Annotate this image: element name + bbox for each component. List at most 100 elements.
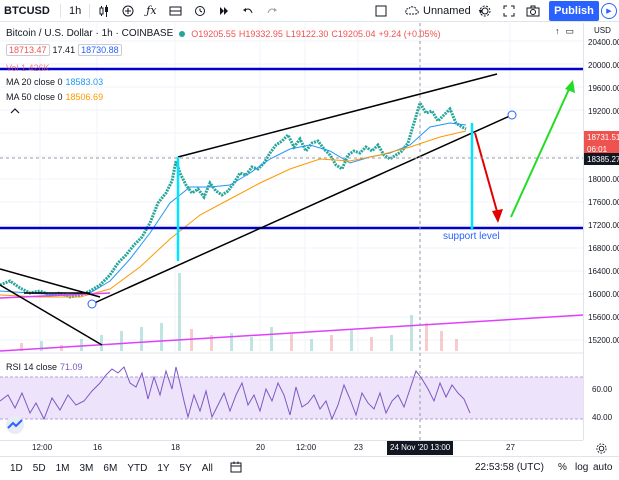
range-5d[interactable]: 5D <box>32 463 46 474</box>
crosshair-time-tag: 24 Nov '20 13:00 <box>387 441 454 455</box>
status-dot-icon <box>179 30 186 37</box>
range-6m[interactable]: 6M <box>103 463 118 474</box>
time-tick: 12:00 <box>32 443 53 452</box>
play-icon[interactable]: ▶ <box>601 3 617 19</box>
top-toolbar: BTCUSD 1h ƒx <box>0 0 619 22</box>
time-tick: 20 <box>256 443 265 452</box>
bearish-arrow-head <box>492 209 503 223</box>
pane-controls: ↑ ▭ <box>555 26 574 37</box>
symbol-search[interactable]: BTCUSD <box>4 4 50 17</box>
price-axis[interactable]: USD 20400.00 20000.00 19600.00 19200.00 … <box>583 23 619 454</box>
volume-bars <box>20 273 458 351</box>
range-1y[interactable]: 1Y <box>157 463 170 474</box>
rsi-legend[interactable]: RSI 14 close 71.09 <box>6 362 83 372</box>
time-tick: 27 <box>506 443 515 452</box>
instrument-title: Bitcoin / U.S. Dollar · 1h · COINBASE <box>6 28 174 39</box>
auto-toggle[interactable]: auto <box>593 462 613 473</box>
price-tick: 15600.00 <box>588 313 619 322</box>
range-3m[interactable]: 3M <box>79 463 94 474</box>
go-to-date-icon[interactable] <box>230 461 242 476</box>
range-all[interactable]: All <box>201 463 213 474</box>
last-price-tag: 18731.51 <box>584 131 619 143</box>
indicators-icon[interactable]: ƒx <box>146 4 157 17</box>
support-level-label: support level <box>443 231 500 242</box>
range-ytd[interactable]: YTD <box>127 463 148 474</box>
price-tick: 16800.00 <box>588 244 619 253</box>
rsi-line <box>0 366 471 421</box>
time-tick: 18 <box>171 443 180 452</box>
bullish-arrow <box>510 86 571 218</box>
price-tick: 18000.00 <box>588 175 619 184</box>
chevron-down-icon[interactable]: ▾ <box>478 6 483 16</box>
toolbar-divider <box>89 3 91 18</box>
price-tick: 17200.00 <box>588 221 619 230</box>
magenta-channel-line <box>0 292 111 299</box>
time-tick: 16 <box>93 443 102 452</box>
rsi-band <box>0 377 583 419</box>
bid-ask-row: 18713.47 17.41 18730.88 <box>6 44 122 56</box>
price-tick: 16400.00 <box>588 267 619 276</box>
interval-button[interactable]: 1h <box>69 4 82 17</box>
percent-toggle[interactable]: % <box>558 462 567 473</box>
ask-button[interactable]: 18730.88 <box>78 44 122 56</box>
time-axis[interactable]: 12:00 16 18 20 12:00 23 27 24 Nov '20 13… <box>0 440 583 455</box>
wedge-upper-line <box>177 73 498 158</box>
price-chart[interactable] <box>0 23 583 440</box>
chart-type-icon[interactable] <box>92 0 116 22</box>
range-5y[interactable]: 5Y <box>179 463 192 474</box>
crosshair-price-tag: 18385.27 <box>584 153 619 165</box>
layout-name[interactable]: Unnamed ▾ <box>375 0 483 22</box>
fullscreen-expand-icon[interactable] <box>503 5 515 20</box>
replay-icon[interactable] <box>212 0 236 22</box>
price-tick: 15200.00 <box>588 336 619 345</box>
open-value: O19205.55 <box>191 28 236 39</box>
triangle-lower-line <box>0 284 103 346</box>
collapse-legend-icon[interactable] <box>10 107 20 117</box>
tradingview-logo-icon <box>6 416 24 434</box>
rsi-value: 71.09 <box>60 362 83 372</box>
close-value: C19205.04 <box>331 28 376 39</box>
camera-icon[interactable] <box>526 5 540 20</box>
publish-button[interactable]: Publish <box>549 1 599 21</box>
price-tick: 19200.00 <box>588 107 619 116</box>
price-tick: 17600.00 <box>588 198 619 207</box>
ma50-legend[interactable]: MA 50 close 0 18506.69 <box>6 92 103 102</box>
candles <box>0 99 467 299</box>
alert-icon[interactable] <box>188 0 212 22</box>
settings-icon[interactable] <box>479 5 491 20</box>
wedge-handle <box>507 110 517 120</box>
range-1d[interactable]: 1D <box>10 463 23 474</box>
bullish-arrow-head <box>565 80 575 93</box>
layout-name-label: Unnamed <box>423 5 471 17</box>
ma50-value: 18506.69 <box>65 92 104 102</box>
wedge-lower-line <box>91 114 513 305</box>
range-1m[interactable]: 1M <box>55 463 70 474</box>
undo-icon[interactable] <box>236 0 260 22</box>
currency-label: USD <box>594 26 611 35</box>
cloud-icon <box>405 5 419 18</box>
ma20-line <box>0 122 467 296</box>
restore-pane-icon[interactable]: ▭ <box>565 26 575 36</box>
change-value: +9.24 (+0.05%) <box>378 28 441 39</box>
settings-icon[interactable] <box>596 443 607 457</box>
clock-timezone[interactable]: 22:53:58 (UTC) <box>475 462 544 473</box>
ma20-legend[interactable]: MA 20 close 0 18583.03 <box>6 77 103 87</box>
volume-label: Vol 1.426K <box>6 63 50 73</box>
price-tick: 20400.00 <box>588 38 619 47</box>
time-tick: 23 <box>354 443 363 452</box>
bid-button[interactable]: 18713.47 <box>6 44 50 56</box>
log-toggle[interactable]: log <box>575 462 589 473</box>
volume-legend: Vol 1.426K <box>6 63 50 73</box>
bottom-toolbar: 1D 5D 1M 3M 6M YTD 1Y 5Y All <box>0 456 619 480</box>
ma50-label: MA 50 close 0 <box>6 92 63 102</box>
plus-circle-icon[interactable] <box>116 0 140 22</box>
fullscreen-icon[interactable] <box>375 5 387 20</box>
ohlc-legend: Bitcoin / U.S. Dollar · 1h · COINBASE O1… <box>6 28 441 39</box>
price-tick: 19600.00 <box>588 84 619 93</box>
redo-icon[interactable] <box>260 0 284 22</box>
high-value: H19332.95 <box>238 28 283 39</box>
arrow-up-icon[interactable]: ↑ <box>555 26 560 36</box>
low-value: L19122.30 <box>285 28 329 39</box>
compare-icon[interactable] <box>163 0 188 22</box>
price-tick: 16000.00 <box>588 290 619 299</box>
